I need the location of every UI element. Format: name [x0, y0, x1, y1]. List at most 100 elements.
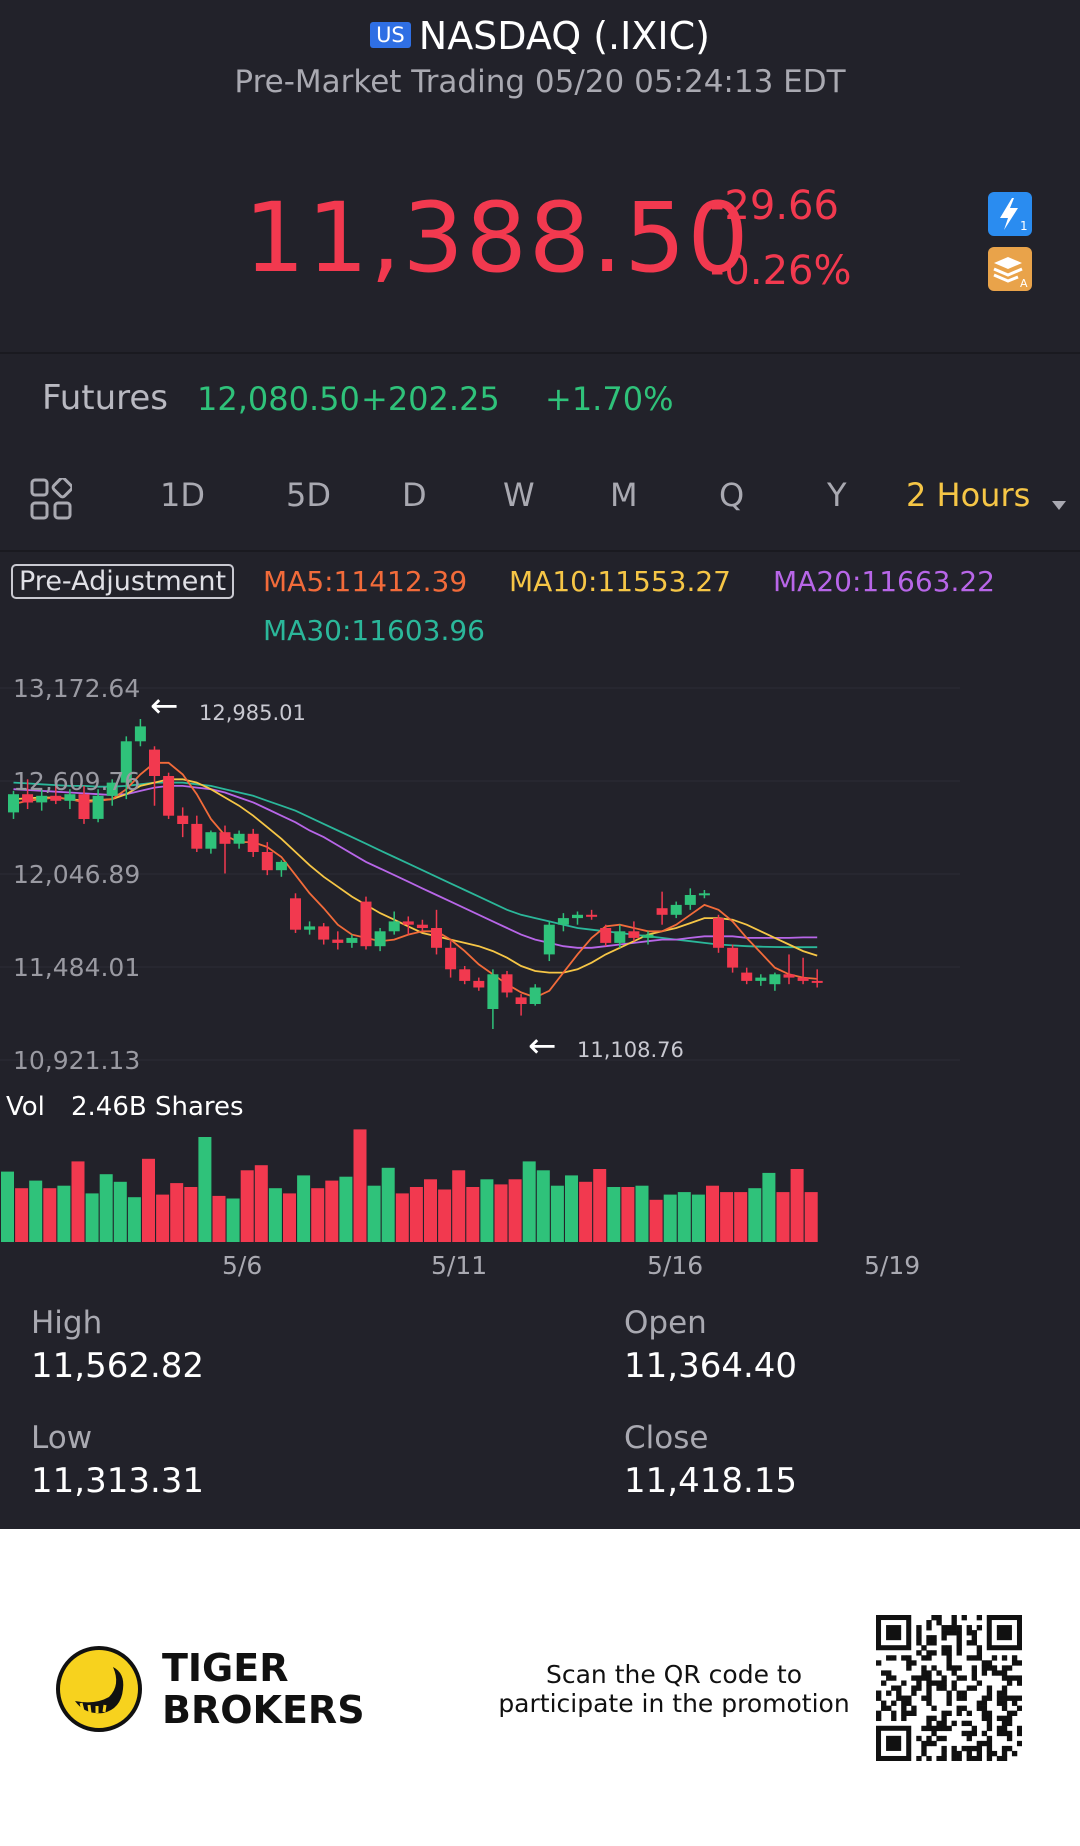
candle-body — [318, 926, 330, 940]
volume-bar — [283, 1193, 296, 1242]
qr-module — [996, 1690, 1003, 1696]
qr-module — [1001, 1705, 1008, 1711]
qr-module — [1016, 1740, 1022, 1747]
svg-text:1: 1 — [1020, 219, 1028, 233]
volume-bar — [790, 1169, 804, 1242]
qr-code-icon[interactable] — [876, 1615, 1022, 1761]
qr-module — [911, 1660, 917, 1666]
qr-module — [891, 1655, 897, 1661]
tab-m[interactable]: M — [610, 476, 638, 514]
qr-module — [981, 1670, 988, 1676]
qr-module — [1011, 1675, 1018, 1681]
volume-bar — [339, 1176, 353, 1242]
ma20-line — [13, 785, 818, 949]
qr-module — [926, 1625, 932, 1631]
brand-line-1: TIGER — [162, 1646, 289, 1690]
qr-module — [956, 1650, 962, 1656]
tab-2-hours[interactable]: 2 Hours — [906, 476, 1031, 514]
qr-module — [956, 1665, 962, 1671]
candle-body — [92, 795, 104, 819]
qr-module — [891, 1700, 897, 1706]
candle-body — [642, 934, 654, 938]
x-tick-label: 5/6 — [222, 1251, 263, 1280]
qr-module — [991, 1670, 998, 1676]
candle-body — [275, 861, 287, 871]
qr-module — [986, 1690, 993, 1696]
volume-bar — [212, 1195, 226, 1242]
candlestick-chart[interactable] — [0, 0, 1080, 1290]
tab-w[interactable]: W — [503, 476, 535, 514]
candle-body — [445, 947, 457, 970]
qr-module — [881, 1705, 887, 1711]
volume-bar — [226, 1198, 240, 1242]
qr-module — [976, 1745, 983, 1752]
qr-module — [991, 1750, 998, 1757]
qr-module — [961, 1745, 967, 1752]
qr-module — [901, 1700, 907, 1706]
qr-module — [976, 1750, 983, 1757]
lightning-icon[interactable]: 1 — [988, 192, 1032, 236]
volume-bar — [550, 1185, 564, 1242]
qr-module — [926, 1685, 932, 1691]
qr-module — [986, 1745, 993, 1752]
adjustment-toggle[interactable]: Pre-Adjustment — [11, 564, 235, 599]
promo-line-2: participate in the promotion — [498, 1689, 850, 1718]
y-tick-label: 12,609.76 — [13, 767, 141, 796]
qr-module — [926, 1715, 932, 1722]
qr-module — [926, 1655, 932, 1661]
layers-icon[interactable]: A — [988, 247, 1032, 291]
tab-1d[interactable]: 1D — [160, 476, 205, 514]
tab-q[interactable]: Q — [719, 476, 745, 514]
volume-bar — [607, 1187, 621, 1242]
candle-body — [670, 904, 682, 915]
qr-module — [966, 1720, 972, 1727]
tab-y[interactable]: Y — [827, 476, 847, 514]
tab-5d[interactable]: 5D — [286, 476, 331, 514]
candle-body — [529, 987, 541, 1004]
candle-body — [628, 931, 640, 938]
qr-module — [951, 1755, 957, 1761]
qr-module — [966, 1640, 972, 1646]
qr-module — [886, 1625, 902, 1641]
volume-bar — [113, 1181, 127, 1242]
qr-module — [976, 1740, 983, 1747]
qr-module — [936, 1725, 942, 1732]
price-change-percent: -0.26% — [710, 248, 852, 294]
candle-body — [515, 997, 527, 1004]
candle-body — [698, 893, 710, 896]
qr-module — [1006, 1730, 1013, 1737]
volume-bar — [522, 1161, 536, 1242]
qr-module — [916, 1755, 922, 1761]
price-change: -29.66 — [710, 183, 839, 229]
qr-module — [901, 1705, 907, 1711]
qr-module — [951, 1720, 957, 1727]
qr-module — [886, 1655, 892, 1661]
qr-module — [1006, 1695, 1013, 1701]
caret-down-icon[interactable] — [1052, 496, 1066, 515]
candle-body — [78, 794, 90, 819]
candle-body — [656, 908, 668, 915]
tab-d[interactable]: D — [402, 476, 427, 514]
y-tick-label: 13,172.64 — [13, 674, 141, 703]
qr-module — [996, 1670, 1003, 1676]
qr-module — [926, 1620, 932, 1626]
qr-module — [961, 1690, 967, 1696]
candle-body — [134, 726, 146, 742]
qr-module — [976, 1680, 983, 1686]
qr-module — [916, 1735, 922, 1742]
qr-module — [931, 1615, 937, 1621]
volume-bar — [43, 1188, 57, 1242]
candle-body — [586, 914, 598, 917]
qr-module — [956, 1645, 962, 1651]
qr-module — [981, 1740, 988, 1747]
volume-bar — [720, 1192, 734, 1242]
grid-menu-icon[interactable] — [30, 476, 74, 524]
qr-module — [921, 1740, 927, 1747]
qr-module — [936, 1755, 942, 1761]
qr-module — [926, 1640, 932, 1646]
qr-module — [986, 1695, 993, 1701]
qr-module — [931, 1635, 937, 1641]
qr-module — [926, 1670, 932, 1676]
qr-module — [986, 1720, 993, 1727]
volume-bar — [748, 1188, 762, 1242]
